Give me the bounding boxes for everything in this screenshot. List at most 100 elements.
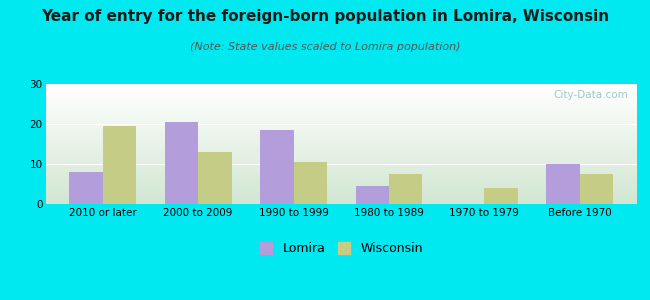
Bar xyxy=(46,131,637,132)
Bar xyxy=(46,85,637,86)
Bar xyxy=(46,178,637,179)
Bar xyxy=(46,158,637,160)
Bar xyxy=(46,184,637,185)
Bar xyxy=(46,132,637,133)
Bar xyxy=(46,164,637,166)
Bar xyxy=(46,162,637,163)
Bar xyxy=(46,197,637,198)
Bar xyxy=(46,192,637,193)
Bar xyxy=(46,152,637,154)
Bar xyxy=(46,200,637,202)
Bar xyxy=(70,172,103,204)
Bar xyxy=(46,95,637,96)
Bar xyxy=(46,107,637,108)
Bar xyxy=(294,162,327,204)
Bar xyxy=(46,96,637,97)
Bar xyxy=(46,110,637,112)
Text: Year of entry for the foreign-born population in Lomira, Wisconsin: Year of entry for the foreign-born popul… xyxy=(41,9,609,24)
Bar xyxy=(164,122,198,204)
Bar xyxy=(46,181,637,182)
Bar xyxy=(46,120,637,121)
Bar xyxy=(46,170,637,172)
Bar xyxy=(46,202,637,203)
Bar xyxy=(46,98,637,100)
Bar xyxy=(46,185,637,186)
Bar xyxy=(46,163,637,164)
Bar xyxy=(46,187,637,188)
Bar xyxy=(46,174,637,175)
Bar xyxy=(46,172,637,173)
Bar xyxy=(46,103,637,104)
Bar xyxy=(46,180,637,181)
Bar xyxy=(46,106,637,107)
Bar xyxy=(103,126,136,204)
Bar xyxy=(46,86,637,88)
Bar xyxy=(46,133,637,134)
Text: City-Data.com: City-Data.com xyxy=(553,90,628,100)
Legend: Lomira, Wisconsin: Lomira, Wisconsin xyxy=(260,242,422,255)
Bar xyxy=(46,142,637,143)
Bar xyxy=(46,116,637,118)
Bar xyxy=(46,176,637,178)
Bar xyxy=(46,190,637,191)
Bar xyxy=(46,125,637,126)
Bar xyxy=(46,97,637,98)
Bar xyxy=(46,167,637,168)
Bar xyxy=(46,154,637,155)
Bar xyxy=(46,104,637,106)
Bar xyxy=(46,156,637,157)
Text: (Note: State values scaled to Lomira population): (Note: State values scaled to Lomira pop… xyxy=(190,42,460,52)
Bar xyxy=(46,145,637,146)
Bar xyxy=(198,152,231,204)
Bar xyxy=(46,119,637,120)
Bar xyxy=(46,169,637,170)
Bar xyxy=(46,168,637,169)
Bar xyxy=(46,161,637,162)
Bar xyxy=(46,148,637,149)
Bar xyxy=(46,122,637,124)
Bar xyxy=(46,94,637,95)
Bar xyxy=(46,194,637,196)
Bar xyxy=(46,126,637,127)
Bar xyxy=(260,130,294,204)
Bar xyxy=(46,143,637,144)
Bar xyxy=(484,188,518,204)
Bar xyxy=(46,112,637,113)
Bar xyxy=(46,151,637,152)
Bar xyxy=(46,101,637,102)
Bar xyxy=(46,199,637,200)
Bar xyxy=(46,146,637,148)
Bar xyxy=(46,144,637,145)
Bar xyxy=(46,137,637,138)
Bar xyxy=(46,138,637,139)
Bar xyxy=(46,136,637,137)
Bar xyxy=(46,91,637,92)
Bar xyxy=(580,174,613,204)
Bar xyxy=(46,140,637,142)
Bar xyxy=(46,108,637,109)
Bar xyxy=(46,115,637,116)
Bar xyxy=(46,114,637,115)
Bar xyxy=(46,88,637,89)
Bar xyxy=(46,109,637,110)
Bar xyxy=(46,203,637,204)
Bar xyxy=(46,150,637,151)
Bar xyxy=(46,175,637,176)
Bar xyxy=(46,121,637,122)
Bar xyxy=(547,164,580,204)
Bar xyxy=(46,198,637,199)
Bar xyxy=(46,128,637,130)
Bar xyxy=(46,193,637,194)
Bar xyxy=(46,160,637,161)
Bar xyxy=(46,139,637,140)
Bar xyxy=(46,157,637,158)
Bar xyxy=(46,186,637,187)
Bar xyxy=(46,102,637,103)
Bar xyxy=(46,118,637,119)
Bar xyxy=(46,134,637,136)
Bar xyxy=(46,84,637,85)
Bar xyxy=(46,173,637,174)
Bar xyxy=(46,149,637,150)
Bar xyxy=(46,92,637,94)
Bar xyxy=(46,130,637,131)
